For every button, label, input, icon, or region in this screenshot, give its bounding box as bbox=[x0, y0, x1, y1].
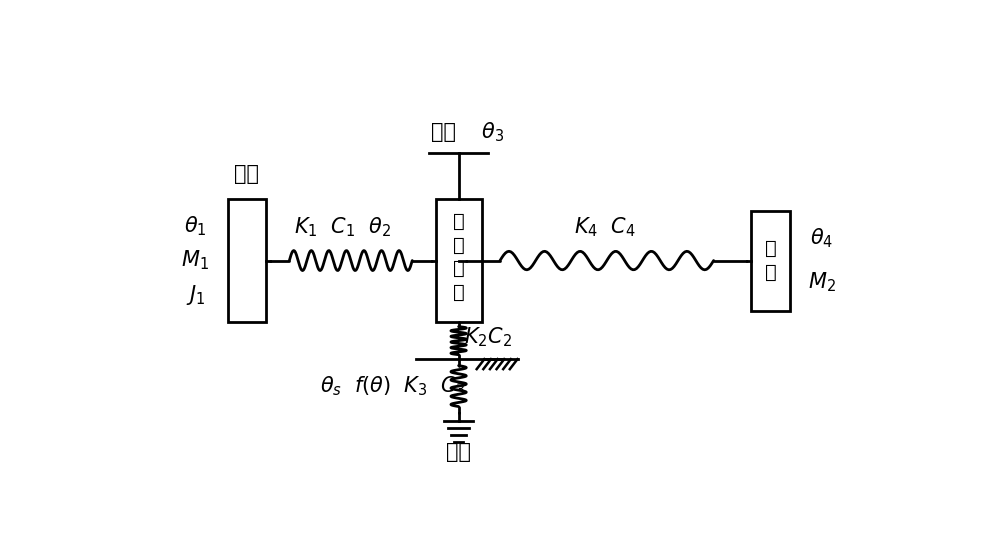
Text: 刚轮: 刚轮 bbox=[446, 441, 471, 462]
Text: $K_4$  $C_4$: $K_4$ $C_4$ bbox=[574, 216, 636, 239]
Text: 波
发
生
器: 波 发 生 器 bbox=[453, 212, 464, 301]
Text: $K_1$  $C_1$  $\theta_2$: $K_1$ $C_1$ $\theta_2$ bbox=[294, 216, 392, 239]
Text: $\theta_1$: $\theta_1$ bbox=[184, 214, 207, 238]
Bar bbox=[436, 199, 482, 322]
Text: $\theta_3$: $\theta_3$ bbox=[462, 120, 505, 144]
Text: 负
载: 负 载 bbox=[765, 239, 776, 282]
Text: $\theta_4$: $\theta_4$ bbox=[810, 227, 834, 250]
Bar bbox=[228, 199, 266, 322]
Text: $J_1$: $J_1$ bbox=[186, 283, 205, 307]
Text: 柔轮: 柔轮 bbox=[431, 122, 462, 142]
Text: 电机: 电机 bbox=[234, 164, 259, 184]
Text: $\theta_s$  $f(\theta)$  $K_3$  $C_3$: $\theta_s$ $f(\theta)$ $K_3$ $C_3$ bbox=[320, 374, 466, 398]
Bar bbox=[751, 210, 790, 311]
Text: $K_2C_2$: $K_2C_2$ bbox=[464, 325, 512, 349]
Text: $M_2$: $M_2$ bbox=[808, 271, 836, 294]
Text: $M_1$: $M_1$ bbox=[181, 249, 209, 272]
